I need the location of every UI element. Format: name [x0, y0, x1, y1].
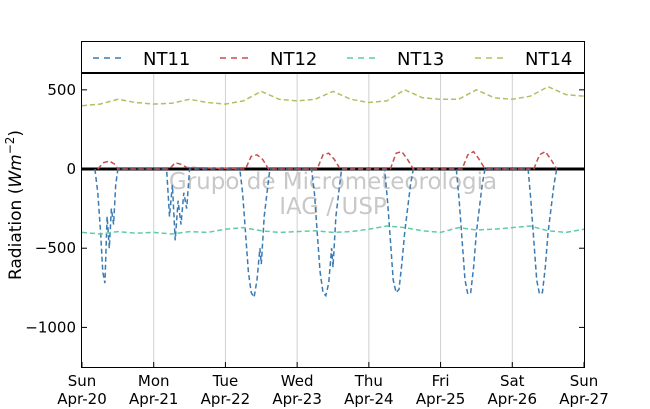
- legend-label-nt13: NT13: [397, 49, 444, 70]
- x-tick-label-date: Apr-25: [416, 390, 466, 408]
- x-tick-label-day: Sun: [570, 372, 599, 390]
- series-line-nt11: [94, 168, 558, 300]
- x-tick-label-date: Apr-24: [344, 390, 394, 408]
- watermark-line-1: Grupo de Micrometeorologia: [169, 169, 497, 195]
- y-tick-label: 0: [66, 160, 76, 178]
- y-tick-label: −500: [35, 239, 76, 257]
- x-tick-label-day: Tue: [212, 372, 239, 390]
- y-tick-label: 500: [47, 81, 76, 99]
- legend-label-nt12: NT12: [270, 49, 317, 70]
- x-tick-label-day: Wed: [281, 372, 314, 390]
- series-line-nt12: [97, 150, 558, 170]
- y-axis-label-close: ): [6, 130, 26, 137]
- y-axis-label-main: Radiation (: [6, 188, 26, 280]
- x-tick-label-date: Apr-27: [559, 390, 609, 408]
- plot-area: Grupo de Micrometeorologia IAG / USP: [81, 73, 585, 368]
- legend-box: [81, 41, 585, 73]
- svg-text:Radiation (Wm−2): Radiation (Wm−2): [3, 130, 26, 280]
- x-tick-label-day: Sat: [500, 372, 525, 390]
- x-tick-label-date: Apr-26: [488, 390, 538, 408]
- x-tick-label-day: Sun: [68, 372, 97, 390]
- y-axis-label-unit: Wm: [6, 154, 26, 187]
- x-tick-label-date: Apr-22: [201, 390, 251, 408]
- plot-frame: [81, 73, 585, 368]
- legend-label-nt11: NT11: [143, 49, 190, 70]
- x-tick-label-day: Thu: [354, 372, 383, 390]
- x-tick-label-date: Apr-21: [129, 390, 179, 408]
- x-tick-label-date: Apr-23: [272, 390, 322, 408]
- y-tick-label: −1000: [25, 318, 76, 336]
- legend-label-nt14: NT14: [525, 49, 572, 70]
- series-line-nt13: [81, 225, 585, 235]
- watermark-line-2: IAG / USP: [279, 194, 387, 220]
- y-axis-label-exponent: −2: [3, 137, 17, 155]
- x-tick-label-date: Apr-20: [57, 390, 107, 408]
- series-line-nt14: [81, 85, 585, 107]
- watermark: Grupo de Micrometeorologia IAG / USP: [169, 169, 497, 220]
- x-tick-label-day: Mon: [138, 372, 170, 390]
- y-axis-label: Radiation (Wm−2): [3, 130, 26, 280]
- x-tick-label-day: Fri: [432, 372, 450, 390]
- legend: NT11 NT12 NT13 NT14: [81, 41, 585, 73]
